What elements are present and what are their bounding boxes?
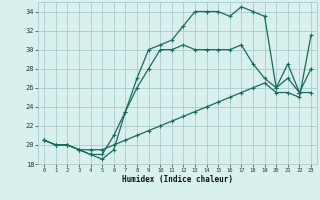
X-axis label: Humidex (Indice chaleur): Humidex (Indice chaleur) bbox=[122, 175, 233, 184]
